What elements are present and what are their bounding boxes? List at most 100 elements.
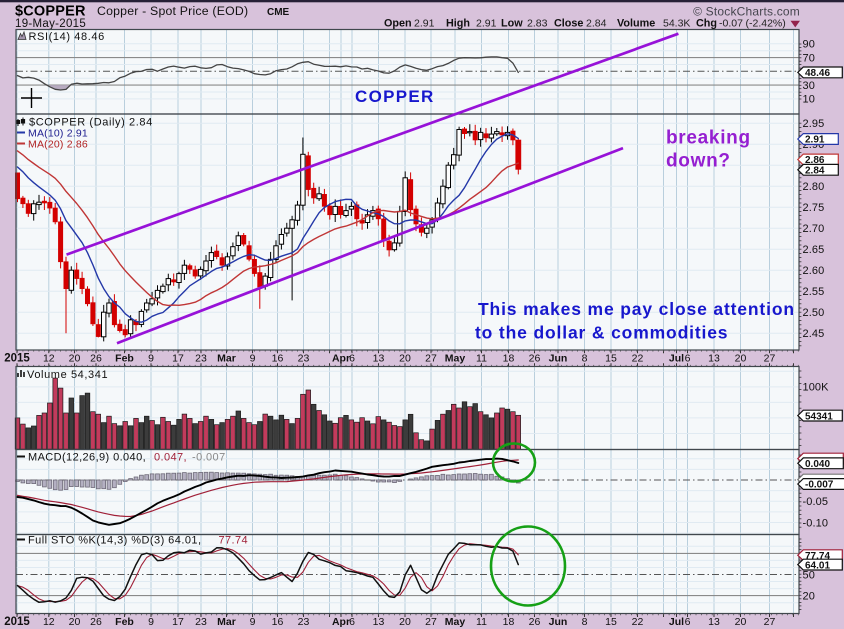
svg-text:2.45: 2.45 [803,328,825,340]
svg-text:COPPER: COPPER [355,87,435,106]
svg-text:Apr: Apr [332,616,350,628]
svg-text:Mar: Mar [217,353,236,365]
svg-text:8: 8 [582,616,588,628]
svg-text:2.83: 2.83 [527,18,548,30]
svg-text:20: 20 [69,616,81,628]
svg-text:19-May-2015: 19-May-2015 [15,18,86,30]
svg-text:30: 30 [803,80,815,92]
svg-text:Volume 54,341: Volume 54,341 [27,369,108,381]
svg-text:9: 9 [148,353,154,365]
svg-text:Open: Open [384,18,412,30]
svg-text:22: 22 [632,616,644,628]
svg-text:Copper - Spot Price (EOD): Copper - Spot Price (EOD) [97,4,248,18]
svg-text:27: 27 [425,353,437,365]
svg-text:26: 26 [529,616,541,628]
svg-text:6: 6 [685,616,691,628]
svg-text:2.65: 2.65 [803,244,825,256]
svg-text:13: 13 [708,353,720,365]
svg-text:2.84: 2.84 [586,18,607,30]
svg-text:12: 12 [43,616,55,628]
svg-text:-0.007: -0.007 [805,480,834,491]
svg-text:15: 15 [605,616,617,628]
svg-text:9: 9 [250,353,256,365]
svg-text:May: May [445,353,466,365]
svg-text:27: 27 [425,616,437,628]
svg-text:Apr: Apr [332,353,350,365]
svg-text:2.60: 2.60 [803,265,825,277]
svg-text:2.95: 2.95 [803,118,825,130]
svg-text:breaking: breaking [666,128,751,149]
svg-text:70: 70 [803,52,815,64]
svg-text:9: 9 [148,616,154,628]
svg-text:2.70: 2.70 [803,223,825,235]
svg-text:Low: Low [501,18,523,30]
svg-text:13: 13 [373,353,385,365]
svg-text:2.91: 2.91 [414,18,435,30]
svg-text:64.01: 64.01 [805,560,830,571]
svg-text:Full STO %K(14,3) %D(3) 64.01,: Full STO %K(14,3) %D(3) 64.01, [28,535,201,547]
svg-text:20: 20 [399,616,411,628]
svg-text:8: 8 [582,353,588,365]
svg-text:48.46: 48.46 [805,68,830,79]
svg-text:54.3K: 54.3K [663,18,690,30]
svg-text:18: 18 [503,616,515,628]
svg-text:10: 10 [803,94,815,106]
svg-text:RSI(14) 48.46: RSI(14) 48.46 [29,31,105,43]
svg-text:MACD(12,26,9) 0.040,: MACD(12,26,9) 0.040, [28,452,146,464]
svg-text:27: 27 [764,616,776,628]
svg-text:23: 23 [298,616,310,628]
svg-text:20: 20 [735,353,747,365]
svg-text:$COPPER (Daily) 2.84: $COPPER (Daily) 2.84 [29,117,153,129]
svg-text:MA(20) 2.86: MA(20) 2.86 [28,139,88,151]
svg-text:Jul: Jul [669,353,684,365]
svg-text:22: 22 [632,353,644,365]
svg-text:2.55: 2.55 [803,286,825,298]
svg-text:18: 18 [503,353,515,365]
svg-text:20: 20 [69,353,81,365]
svg-text:20: 20 [399,353,411,365]
svg-text:-0.007: -0.007 [192,452,226,464]
svg-text:23: 23 [195,353,207,365]
svg-text:-0.07: -0.07 [719,18,743,30]
svg-text:12: 12 [43,353,55,365]
svg-text:Chg: Chg [696,18,717,30]
svg-text:9: 9 [250,616,256,628]
svg-text:26: 26 [90,616,102,628]
svg-text:Mar: Mar [217,616,236,628]
svg-text:20: 20 [803,590,815,602]
svg-text:2.91: 2.91 [805,135,825,146]
svg-text:23: 23 [298,353,310,365]
svg-text:MA(10) 2.91: MA(10) 2.91 [28,128,88,140]
svg-text:2.75: 2.75 [803,202,825,214]
svg-text:Feb: Feb [115,353,134,365]
svg-text:Jun: Jun [549,616,568,628]
svg-text:-0.10: -0.10 [803,517,829,529]
svg-text:2.86: 2.86 [805,155,825,166]
svg-text:77.74: 77.74 [219,535,249,547]
svg-text:20: 20 [735,616,747,628]
svg-text:CME: CME [267,7,290,18]
svg-text:27: 27 [764,353,776,365]
svg-text:Close: Close [554,18,583,30]
svg-text:50: 50 [803,569,815,581]
svg-text:26: 26 [90,353,102,365]
svg-text:2.50: 2.50 [803,307,825,319]
svg-text:2.84: 2.84 [805,166,825,177]
svg-text:High: High [446,18,470,30]
svg-text:90: 90 [803,39,815,51]
svg-text:This makes me pay close attent: This makes me pay close attention [478,299,795,319]
svg-text:2.80: 2.80 [803,181,825,193]
svg-text:11: 11 [476,353,487,365]
svg-text:16: 16 [272,616,284,628]
svg-text:17: 17 [172,616,184,628]
svg-text:$COPPER: $COPPER [15,4,86,20]
svg-text:100K: 100K [803,382,830,394]
svg-text:6: 6 [349,616,355,628]
svg-text:17: 17 [172,353,184,365]
svg-text:May: May [445,616,466,628]
svg-text:Jun: Jun [549,353,568,365]
svg-text:15: 15 [605,353,617,365]
svg-text:16: 16 [272,353,284,365]
svg-text:2.91: 2.91 [476,18,497,30]
svg-text:down?: down? [666,151,731,172]
